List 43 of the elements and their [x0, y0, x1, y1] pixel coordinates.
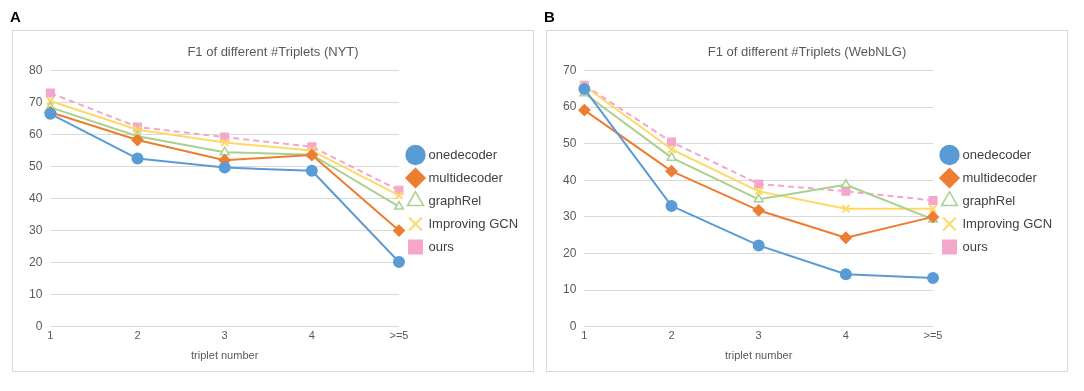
y-tick-label: 30	[562, 209, 577, 224]
text: B	[544, 8, 555, 25]
y-tick-label: 40	[28, 190, 43, 205]
y-tick-label: 80	[28, 62, 43, 77]
legend-label: onedecoder	[428, 146, 498, 162]
legend-label: Improving GCN	[428, 215, 519, 231]
legend-label: graphRel	[962, 192, 1016, 208]
legend-label: graphRel	[428, 192, 482, 208]
x-tick-label: 3	[755, 329, 762, 342]
x-tick-label: 2	[668, 329, 675, 342]
x-tick-label: >=5	[389, 329, 409, 342]
legend-label: Improving GCN	[962, 215, 1053, 231]
x-tick-label: 1	[581, 329, 588, 342]
y-tick-label: 30	[28, 222, 43, 237]
x-tick-label: 4	[842, 329, 849, 342]
y-tick-label: 40	[562, 172, 577, 187]
x-tick-label: >=5	[923, 329, 943, 342]
y-tick-label: 20	[28, 254, 43, 269]
y-tick-label: 50	[28, 158, 43, 173]
legend-label: multidecoder	[428, 169, 504, 185]
y-tick-label: 50	[562, 136, 577, 151]
legend-label: multidecoder	[962, 169, 1038, 185]
y-tick-label: 10	[562, 282, 577, 297]
x-tick-label: 1	[47, 329, 54, 342]
x-tick-label: 2	[134, 329, 141, 342]
y-tick-label: 10	[28, 286, 43, 301]
x-tick-label: 4	[308, 329, 315, 342]
legend-label: onedecoder	[962, 146, 1032, 162]
y-tick-label: 0	[569, 318, 577, 333]
x-axis-title: triplet number	[725, 349, 793, 362]
y-tick-label: 70	[28, 94, 43, 109]
x-tick-label: 3	[221, 329, 228, 342]
y-tick-label: 60	[28, 126, 43, 141]
y-tick-label: 20	[562, 245, 577, 260]
legend-label: ours	[428, 238, 455, 254]
y-tick-label: 60	[562, 99, 577, 114]
legend-label: ours	[962, 238, 989, 254]
y-tick-label: 70	[562, 62, 577, 77]
chart-title: F1 of different #Triplets (WebNLG)	[707, 44, 907, 60]
y-tick-label: 0	[35, 318, 43, 333]
chart-title: F1 of different #Triplets (NYT)	[187, 44, 359, 60]
x-axis-title: triplet number	[191, 349, 259, 362]
text: A	[10, 8, 21, 25]
